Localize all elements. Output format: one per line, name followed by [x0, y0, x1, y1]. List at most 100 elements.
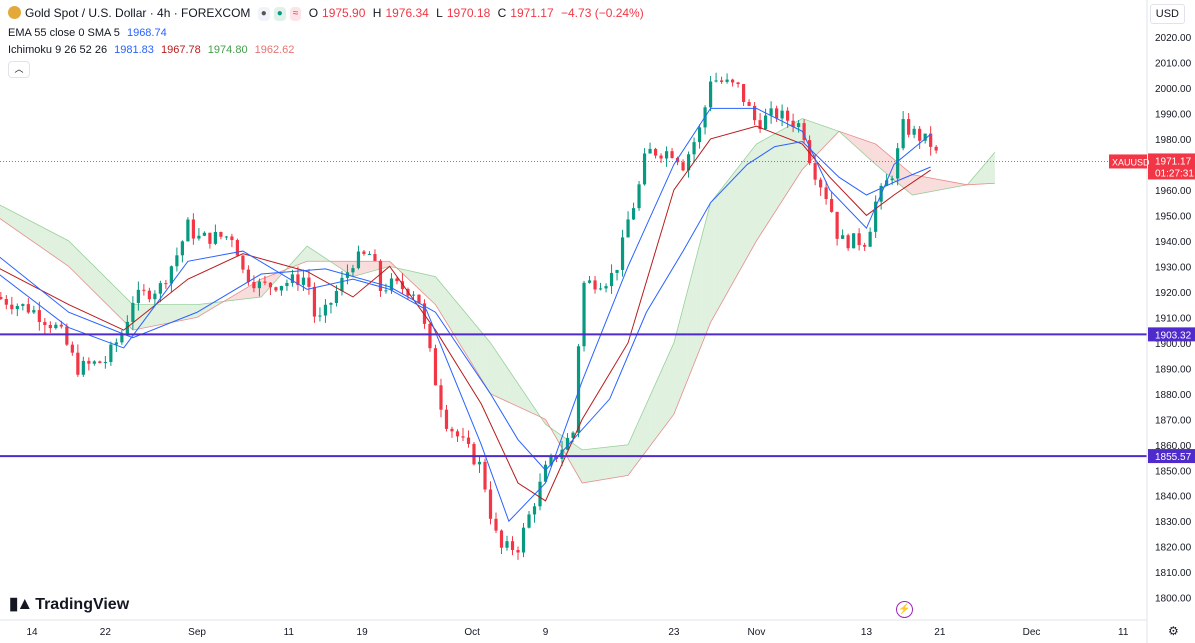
price-tick-label: 1890.00 — [1155, 364, 1192, 375]
candle-up — [664, 151, 669, 159]
candle-up — [642, 153, 647, 185]
candle-down — [296, 274, 300, 285]
compare-icon[interactable]: ≈ — [289, 7, 302, 21]
ichimoku-conversion-line — [0, 107, 931, 523]
currency-selector[interactable]: USD — [1149, 4, 1185, 24]
candle-up — [527, 514, 531, 528]
candle-up — [213, 232, 217, 244]
cloud-segment — [41, 226, 46, 251]
ichimoku-span-a-value: 1974.80 — [207, 44, 248, 56]
candle-down — [918, 128, 922, 141]
cloud-segment — [926, 177, 931, 193]
time-axis: 14 22 Sep 11 19 Oct 9 23 Nov 13 21 Dec 11 — [0, 619, 1147, 638]
candle-down — [675, 157, 680, 163]
cloud-segment — [609, 446, 615, 479]
ema-legend[interactable]: EMA 55 close 0 SMA 5 1968.74 — [8, 27, 171, 39]
cloud-segment — [664, 353, 670, 427]
candle-up — [571, 432, 575, 438]
ohlc-close: 1971.17 — [510, 6, 554, 20]
hline-price-label: 1855.57 — [1155, 452, 1192, 463]
lightning-icon[interactable]: ⚡ — [896, 601, 913, 618]
cloud-segment — [660, 363, 665, 433]
candle-up — [549, 456, 553, 465]
candle-down — [362, 251, 366, 254]
cloud-segment — [430, 275, 436, 305]
cloud-segment — [82, 254, 88, 285]
market-status-icon[interactable]: ● — [257, 7, 270, 21]
candle-down — [455, 431, 460, 437]
cloud-segment — [13, 212, 19, 232]
cloud-segment — [407, 270, 413, 283]
price-tick-label: 1930.00 — [1155, 262, 1192, 273]
cloud-segment — [692, 255, 697, 369]
cloud-segment — [774, 131, 780, 213]
chevron-up-icon[interactable]: ︿ — [8, 61, 30, 78]
cloud-segment — [683, 290, 688, 392]
cloud-segment — [761, 138, 766, 234]
candle-up — [136, 289, 140, 304]
cloud-segment — [339, 261, 344, 271]
candle-down — [37, 310, 41, 323]
candle-up — [576, 346, 581, 433]
cloud-segment — [27, 219, 32, 241]
price-tick-label: 1910.00 — [1155, 313, 1192, 324]
candle-down — [219, 232, 223, 237]
cloud-segment — [178, 304, 184, 321]
cloud-segment — [907, 170, 913, 196]
candle-up — [125, 321, 129, 334]
tradingview-logo[interactable]: ▮▲ TradingView — [9, 594, 129, 614]
price-tick-label: 1880.00 — [1155, 390, 1192, 401]
candle-down — [48, 325, 52, 329]
candle-up — [367, 253, 372, 255]
cloud-segment — [595, 447, 601, 481]
cloud-segment — [467, 315, 473, 365]
cloud-segment — [366, 261, 372, 273]
candle-down — [659, 155, 663, 159]
candle-down — [730, 79, 735, 83]
candle-up — [290, 274, 295, 283]
candle-up — [285, 282, 289, 287]
candle-down — [307, 277, 311, 287]
price-tick-label: 1820.00 — [1155, 543, 1192, 554]
time-tick-label: Nov — [748, 627, 766, 638]
candle-up — [318, 315, 322, 317]
candle-up — [725, 79, 729, 82]
candle-up — [598, 288, 603, 290]
cloud-segment — [481, 331, 486, 387]
ichimoku-legend[interactable]: Ichimoku 9 26 52 26 1981.83 1967.78 1974… — [8, 44, 298, 56]
cloud-segment — [87, 259, 92, 290]
candle-up — [708, 81, 713, 108]
candle-down — [268, 282, 273, 288]
candle-up — [797, 123, 801, 127]
cloud-segment — [637, 414, 642, 464]
data-status-icon[interactable]: ● — [273, 7, 286, 21]
candle-up — [92, 361, 96, 364]
candle-up — [109, 344, 113, 363]
cloud-segment — [4, 207, 10, 225]
candle-up — [32, 310, 36, 313]
cloud-segment — [738, 161, 743, 274]
candle-down — [263, 281, 267, 283]
cloud-segment — [320, 255, 326, 262]
ohlc-low-label: L — [436, 6, 443, 20]
ema-label: EMA 55 close 0 SMA 5 — [8, 27, 120, 39]
gear-icon[interactable]: ⚙ — [1168, 624, 1179, 638]
symbol-title[interactable]: Gold Spot / U.S. Dollar · 4h · FOREXCOM — [25, 6, 251, 20]
cloud-segment — [64, 238, 69, 267]
price-tick-label: 1840.00 — [1155, 492, 1192, 503]
candle-up — [868, 231, 872, 247]
candle-up — [521, 527, 526, 553]
cloud-segment — [816, 123, 821, 156]
candle-down — [246, 269, 251, 283]
cloud-segment — [655, 373, 661, 439]
cloud-segment — [953, 182, 959, 188]
candle-up — [885, 180, 889, 186]
cloud-segment — [765, 136, 771, 227]
candle-up — [120, 333, 124, 343]
cloud-segment — [985, 157, 991, 184]
cloud-segment — [756, 141, 762, 241]
price-tick-label: 1800.00 — [1155, 594, 1192, 605]
candle-down — [741, 84, 746, 102]
cloud-segment — [935, 178, 940, 191]
